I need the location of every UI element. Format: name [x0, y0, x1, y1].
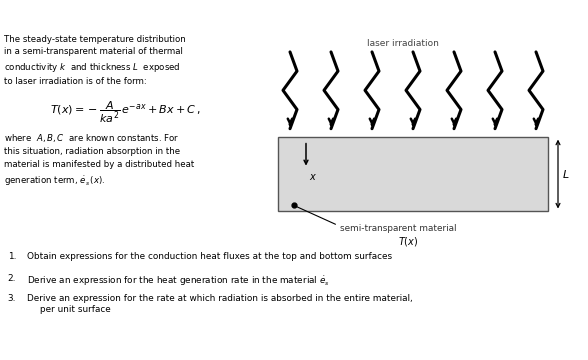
Text: $T(x)$: $T(x)$	[397, 235, 418, 248]
Text: laser irradiation: laser irradiation	[367, 39, 439, 48]
Text: $x$: $x$	[309, 172, 317, 181]
Text: 1.: 1.	[8, 252, 16, 261]
Text: The steady-state temperature distribution
in a semi-transparent material of ther: The steady-state temperature distributio…	[4, 35, 186, 86]
Text: Problem 2: Problem 2	[5, 8, 72, 21]
Text: per unit surface: per unit surface	[40, 305, 111, 314]
Text: 2.: 2.	[8, 274, 16, 283]
Text: where  $A, B, C$  are known constants. For
this situation, radiation absorption : where $A, B, C$ are known constants. For…	[4, 132, 194, 188]
Text: Obtain expressions for the conduction heat fluxes at the top and bottom surfaces: Obtain expressions for the conduction he…	[27, 252, 392, 261]
Text: $T(x) = -\dfrac{A}{ka^2}\,e^{-ax} + Bx + C\,,$: $T(x) = -\dfrac{A}{ka^2}\,e^{-ax} + Bx +…	[50, 100, 201, 125]
Text: Derive an expression for the heat generation rate in the material $\dot{e}_s$: Derive an expression for the heat genera…	[27, 274, 330, 288]
Text: 3.: 3.	[8, 294, 16, 303]
Bar	[278, 137, 548, 211]
Text: $L$: $L$	[562, 168, 570, 180]
Text: semi-transparent material: semi-transparent material	[340, 224, 456, 233]
Text: Derive an expression for the rate at which radiation is absorbed in the entire m: Derive an expression for the rate at whi…	[27, 294, 413, 303]
